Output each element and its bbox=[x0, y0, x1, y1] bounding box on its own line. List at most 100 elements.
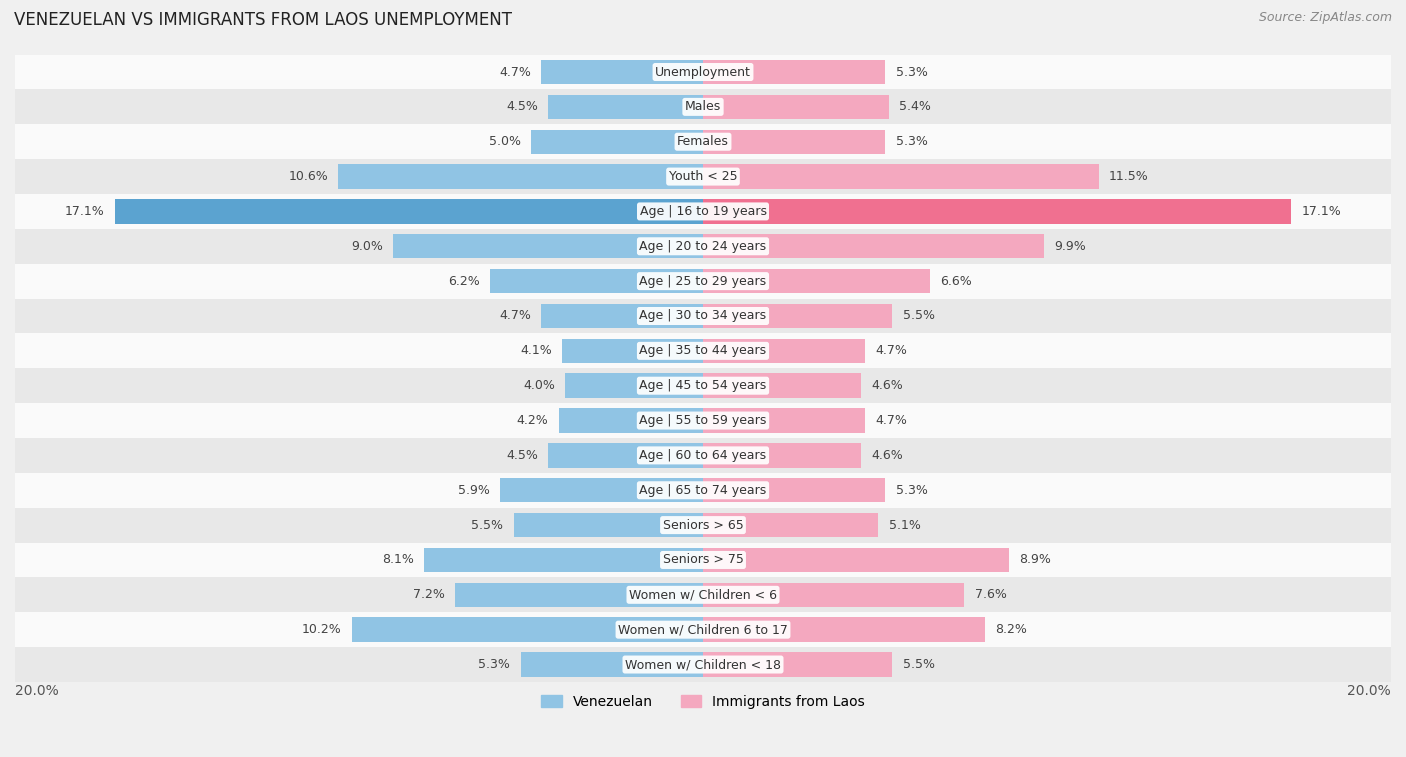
Bar bbox=[115, 199, 703, 223]
Text: Women w/ Children < 18: Women w/ Children < 18 bbox=[626, 658, 780, 671]
Bar bbox=[562, 338, 703, 363]
Bar bbox=[703, 478, 886, 503]
Bar bbox=[456, 583, 703, 607]
Bar bbox=[425, 548, 703, 572]
Text: 5.3%: 5.3% bbox=[896, 66, 928, 79]
Bar bbox=[394, 234, 703, 258]
Bar bbox=[703, 548, 1010, 572]
Bar bbox=[703, 164, 1098, 188]
Bar bbox=[703, 199, 1291, 223]
Bar bbox=[703, 443, 862, 468]
Bar bbox=[541, 60, 703, 84]
Bar bbox=[703, 583, 965, 607]
Bar bbox=[703, 513, 879, 537]
Bar bbox=[703, 95, 889, 119]
Text: 4.2%: 4.2% bbox=[516, 414, 548, 427]
Text: 8.1%: 8.1% bbox=[382, 553, 413, 566]
Text: Age | 60 to 64 years: Age | 60 to 64 years bbox=[640, 449, 766, 462]
Bar bbox=[548, 95, 703, 119]
Text: 5.5%: 5.5% bbox=[471, 519, 503, 531]
Bar bbox=[15, 438, 1391, 473]
Text: 4.0%: 4.0% bbox=[523, 379, 555, 392]
Bar bbox=[15, 403, 1391, 438]
Text: 4.1%: 4.1% bbox=[520, 344, 551, 357]
Bar bbox=[489, 269, 703, 293]
Text: 4.7%: 4.7% bbox=[499, 310, 531, 322]
Text: 17.1%: 17.1% bbox=[1302, 205, 1341, 218]
Bar bbox=[15, 333, 1391, 368]
Text: 4.5%: 4.5% bbox=[506, 449, 538, 462]
Text: Age | 65 to 74 years: Age | 65 to 74 years bbox=[640, 484, 766, 497]
Bar bbox=[703, 373, 862, 398]
Bar bbox=[703, 234, 1043, 258]
Bar bbox=[703, 60, 886, 84]
Bar bbox=[703, 129, 886, 154]
Text: Age | 55 to 59 years: Age | 55 to 59 years bbox=[640, 414, 766, 427]
Bar bbox=[531, 129, 703, 154]
Text: 8.9%: 8.9% bbox=[1019, 553, 1052, 566]
Bar bbox=[15, 263, 1391, 298]
Text: 8.2%: 8.2% bbox=[995, 623, 1028, 636]
Text: Youth < 25: Youth < 25 bbox=[669, 170, 737, 183]
Bar bbox=[541, 304, 703, 329]
Text: 17.1%: 17.1% bbox=[65, 205, 104, 218]
Text: 9.9%: 9.9% bbox=[1054, 240, 1085, 253]
Text: Age | 16 to 19 years: Age | 16 to 19 years bbox=[640, 205, 766, 218]
Text: 4.5%: 4.5% bbox=[506, 101, 538, 114]
Text: 6.6%: 6.6% bbox=[941, 275, 972, 288]
Text: 4.6%: 4.6% bbox=[872, 449, 903, 462]
Text: 7.2%: 7.2% bbox=[413, 588, 446, 601]
Text: 5.9%: 5.9% bbox=[458, 484, 489, 497]
Bar bbox=[565, 373, 703, 398]
Text: Age | 30 to 34 years: Age | 30 to 34 years bbox=[640, 310, 766, 322]
Bar bbox=[15, 578, 1391, 612]
Text: 5.5%: 5.5% bbox=[903, 658, 935, 671]
Text: Women w/ Children 6 to 17: Women w/ Children 6 to 17 bbox=[619, 623, 787, 636]
Text: Women w/ Children < 6: Women w/ Children < 6 bbox=[628, 588, 778, 601]
Bar bbox=[703, 408, 865, 433]
Text: 4.7%: 4.7% bbox=[875, 344, 907, 357]
Text: 5.3%: 5.3% bbox=[478, 658, 510, 671]
Text: 4.7%: 4.7% bbox=[875, 414, 907, 427]
Text: 5.4%: 5.4% bbox=[898, 101, 931, 114]
Bar bbox=[15, 159, 1391, 194]
Bar bbox=[15, 612, 1391, 647]
Text: 5.3%: 5.3% bbox=[896, 136, 928, 148]
Bar bbox=[15, 89, 1391, 124]
Bar bbox=[15, 55, 1391, 89]
Bar bbox=[548, 443, 703, 468]
Bar bbox=[703, 338, 865, 363]
Text: VENEZUELAN VS IMMIGRANTS FROM LAOS UNEMPLOYMENT: VENEZUELAN VS IMMIGRANTS FROM LAOS UNEMP… bbox=[14, 11, 512, 30]
Bar bbox=[703, 618, 986, 642]
Text: Age | 25 to 29 years: Age | 25 to 29 years bbox=[640, 275, 766, 288]
Text: 5.0%: 5.0% bbox=[489, 136, 520, 148]
Bar bbox=[15, 229, 1391, 263]
Text: 10.2%: 10.2% bbox=[302, 623, 342, 636]
Bar bbox=[703, 304, 893, 329]
Text: Unemployment: Unemployment bbox=[655, 66, 751, 79]
Text: 20.0%: 20.0% bbox=[1347, 684, 1391, 698]
Bar bbox=[520, 653, 703, 677]
Bar bbox=[15, 298, 1391, 333]
Text: 4.6%: 4.6% bbox=[872, 379, 903, 392]
Text: Age | 45 to 54 years: Age | 45 to 54 years bbox=[640, 379, 766, 392]
Bar bbox=[513, 513, 703, 537]
Bar bbox=[15, 124, 1391, 159]
Text: 5.5%: 5.5% bbox=[903, 310, 935, 322]
Bar bbox=[15, 473, 1391, 508]
Bar bbox=[15, 508, 1391, 543]
Text: 5.3%: 5.3% bbox=[896, 484, 928, 497]
Text: 7.6%: 7.6% bbox=[974, 588, 1007, 601]
Text: Source: ZipAtlas.com: Source: ZipAtlas.com bbox=[1258, 11, 1392, 24]
Bar bbox=[501, 478, 703, 503]
Text: Females: Females bbox=[678, 136, 728, 148]
Text: 20.0%: 20.0% bbox=[15, 684, 59, 698]
Bar bbox=[15, 543, 1391, 578]
Text: 10.6%: 10.6% bbox=[288, 170, 328, 183]
Text: 5.1%: 5.1% bbox=[889, 519, 921, 531]
Text: Seniors > 65: Seniors > 65 bbox=[662, 519, 744, 531]
Text: 11.5%: 11.5% bbox=[1109, 170, 1149, 183]
Bar bbox=[703, 269, 929, 293]
Text: 9.0%: 9.0% bbox=[352, 240, 382, 253]
Bar bbox=[352, 618, 703, 642]
